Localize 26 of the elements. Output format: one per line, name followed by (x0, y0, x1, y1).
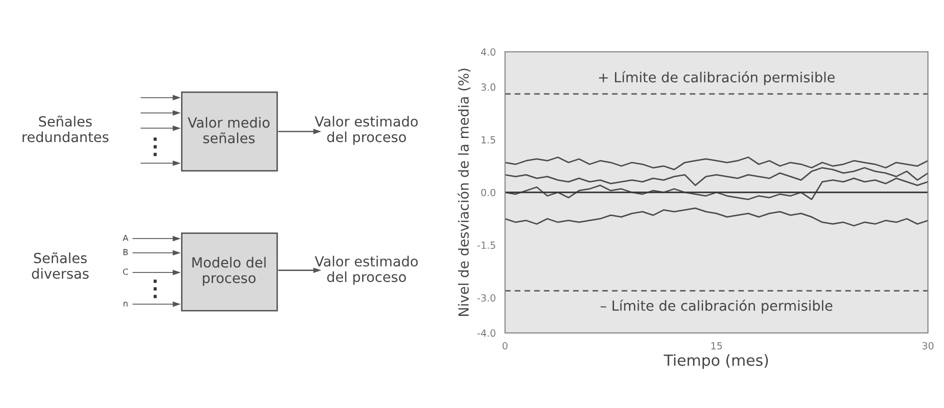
y-tick-label: 3.0 (481, 83, 496, 91)
line-series (505, 207, 928, 226)
y-tick-label: 1.5 (482, 136, 496, 144)
y-tick-label: -1.5 (478, 242, 496, 249)
text: Valor medio señales (188, 117, 270, 144)
x-tick-label: 0 (502, 342, 508, 350)
text: Valor estimado del proceso (314, 256, 418, 285)
x-axis-title: Tiempo (mes) (664, 354, 768, 369)
ref-line-label: – Límite de calibración permisible (600, 300, 832, 314)
text: A (122, 234, 128, 241)
text: Señales redundantes (22, 116, 108, 142)
text: C (123, 268, 128, 275)
text: n (124, 302, 128, 306)
text: Señales diversas (32, 252, 89, 279)
text: Modelo del proceso (192, 256, 266, 286)
y-tick-label: -4.0 (478, 329, 496, 337)
ref-line-label: + Límite de calibración permisible (599, 71, 835, 86)
line-series (505, 156, 928, 170)
x-tick-label: 30 (922, 342, 934, 350)
y-tick-label: -3.0 (478, 294, 496, 302)
x-tick-label: 15 (711, 342, 722, 350)
y-tick-label: 0.0 (481, 188, 496, 196)
text: Valor estimado del proceso (314, 116, 418, 145)
y-tick-label: 4.0 (481, 48, 496, 56)
y-axis-title: Nivel de desviación de la media (%) (457, 68, 470, 316)
text: B (123, 249, 128, 256)
